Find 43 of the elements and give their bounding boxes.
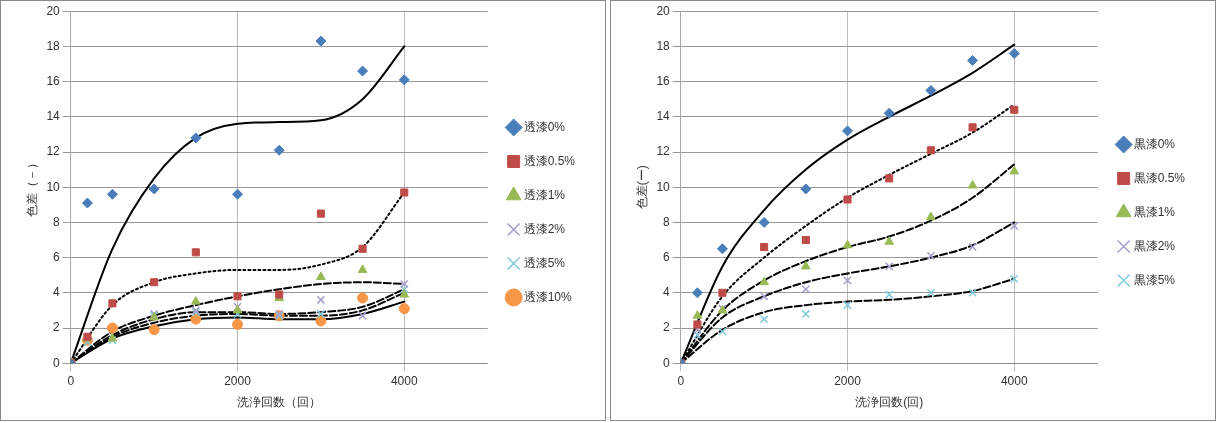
x-tick-label: 4000 xyxy=(390,373,418,388)
y-tick-label: 2 xyxy=(663,320,671,335)
y-tick-label: 14 xyxy=(656,109,671,124)
y-tick-label: 6 xyxy=(53,249,61,264)
x-axis-title: 洗浄回数（回） xyxy=(237,395,322,410)
legend-label: 透漆0% xyxy=(523,119,566,134)
legend-label: 黒漆5% xyxy=(1133,272,1176,287)
legend-label: 透漆5% xyxy=(523,255,566,270)
x-tick-label: 0 xyxy=(677,373,685,388)
y-tick-label: 16 xyxy=(46,73,61,88)
legend-label: 黒漆0% xyxy=(1133,136,1176,151)
y-tick-label: 6 xyxy=(663,249,671,264)
y-tick-label: 12 xyxy=(46,144,61,159)
legend-label: 透漆10% xyxy=(523,289,572,304)
y-tick-label: 20 xyxy=(656,3,671,18)
y-tick-label: 4 xyxy=(53,285,61,300)
legend-label: 黒漆1% xyxy=(1133,204,1176,219)
y-tick-label: 8 xyxy=(663,214,671,229)
x-tick-label: 0 xyxy=(67,373,75,388)
y-tick-label: 16 xyxy=(656,73,671,88)
x-tick-label: 4000 xyxy=(1000,373,1028,388)
y-tick-label: 10 xyxy=(656,179,671,194)
y-tick-label: 8 xyxy=(53,214,61,229)
y-tick-label: 10 xyxy=(46,179,61,194)
y-axis-title: 色差(ー) xyxy=(634,165,649,210)
y-tick-label: 2 xyxy=(53,320,61,335)
y-tick-label: 4 xyxy=(663,285,671,300)
y-tick-label: 18 xyxy=(656,38,671,53)
y-tick-label: 12 xyxy=(656,144,671,159)
legend-label: 透漆2% xyxy=(523,221,566,236)
y-tick-label: 14 xyxy=(46,109,61,124)
legend-label: 黒漆2% xyxy=(1133,238,1176,253)
y-axis-title: 色差（－） xyxy=(24,157,39,218)
y-tick-label: 18 xyxy=(46,38,61,53)
legend-label: 透漆0.5% xyxy=(523,153,576,168)
x-axis-title: 洗浄回数(回) xyxy=(855,395,924,410)
y-tick-label: 0 xyxy=(663,355,671,370)
y-tick-label: 0 xyxy=(53,355,61,370)
legend-label: 黒漆0.5% xyxy=(1133,170,1186,185)
y-tick-label: 20 xyxy=(46,3,61,18)
legend-label: 透漆1% xyxy=(523,187,566,202)
x-tick-label: 2000 xyxy=(834,373,862,388)
x-tick-label: 2000 xyxy=(224,373,252,388)
